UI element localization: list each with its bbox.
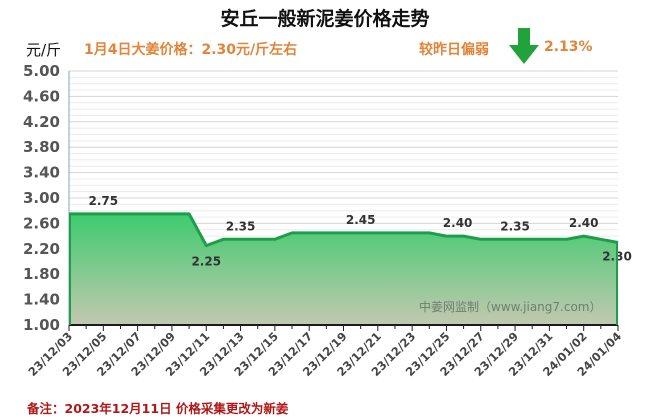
y-tick-label: 3.80: [23, 138, 60, 156]
y-tick-label: 4.60: [23, 87, 60, 105]
y-tick-label: 4.20: [23, 113, 60, 131]
footnote: 备注：2023年12月11日 价格采集更改为新姜: [27, 401, 289, 416]
price-area: [69, 213, 618, 325]
compare-percent: 2.13%: [544, 39, 593, 55]
latest-price-info: 1月4日大姜价格：2.30元/斤左右: [84, 42, 298, 58]
y-tick-label: 3.00: [23, 189, 60, 207]
price-chart: 1.00 1.40 1.80 2.20 2.60 3.00 3.40 3.80 4.20 4.60…: [23, 62, 632, 379]
data-label: 2.25: [191, 255, 221, 269]
y-tick-label: 2.20: [23, 240, 60, 258]
data-label: 2.35: [226, 219, 256, 233]
chart-title: 安丘一般新泥姜价格走势: [220, 8, 430, 30]
y-axis: 1.00 1.40 1.80 2.20 2.60 3.00 3.40 3.80 4.20 4.60…: [23, 62, 60, 334]
compare-label: 较昨日偏弱: [419, 42, 489, 58]
y-axis-unit: 元/斤: [26, 41, 62, 59]
y-tick-label: 5.00: [23, 62, 60, 80]
data-labels: 2.752.252.352.452.402.352.402.30: [89, 194, 632, 269]
data-label: 2.40: [443, 216, 473, 230]
data-label: 2.75: [89, 194, 119, 208]
data-label: 2.35: [500, 219, 530, 233]
data-label: 2.45: [346, 213, 376, 227]
watermark: 中姜网监制（www.jiang7.com）: [419, 299, 601, 314]
arrow-down-icon: [509, 28, 539, 64]
data-label: 2.40: [569, 216, 599, 230]
y-tick-label: 2.60: [23, 214, 60, 232]
y-tick-label: 1.40: [23, 291, 60, 309]
x-axis: 23/12/0323/12/0523/12/0723/12/0923/12/11…: [25, 325, 624, 379]
y-tick-label: 1.00: [23, 316, 60, 334]
y-tick-label: 3.40: [23, 164, 60, 182]
y-tick-label: 1.80: [23, 265, 60, 283]
price-line: [69, 212, 619, 248]
